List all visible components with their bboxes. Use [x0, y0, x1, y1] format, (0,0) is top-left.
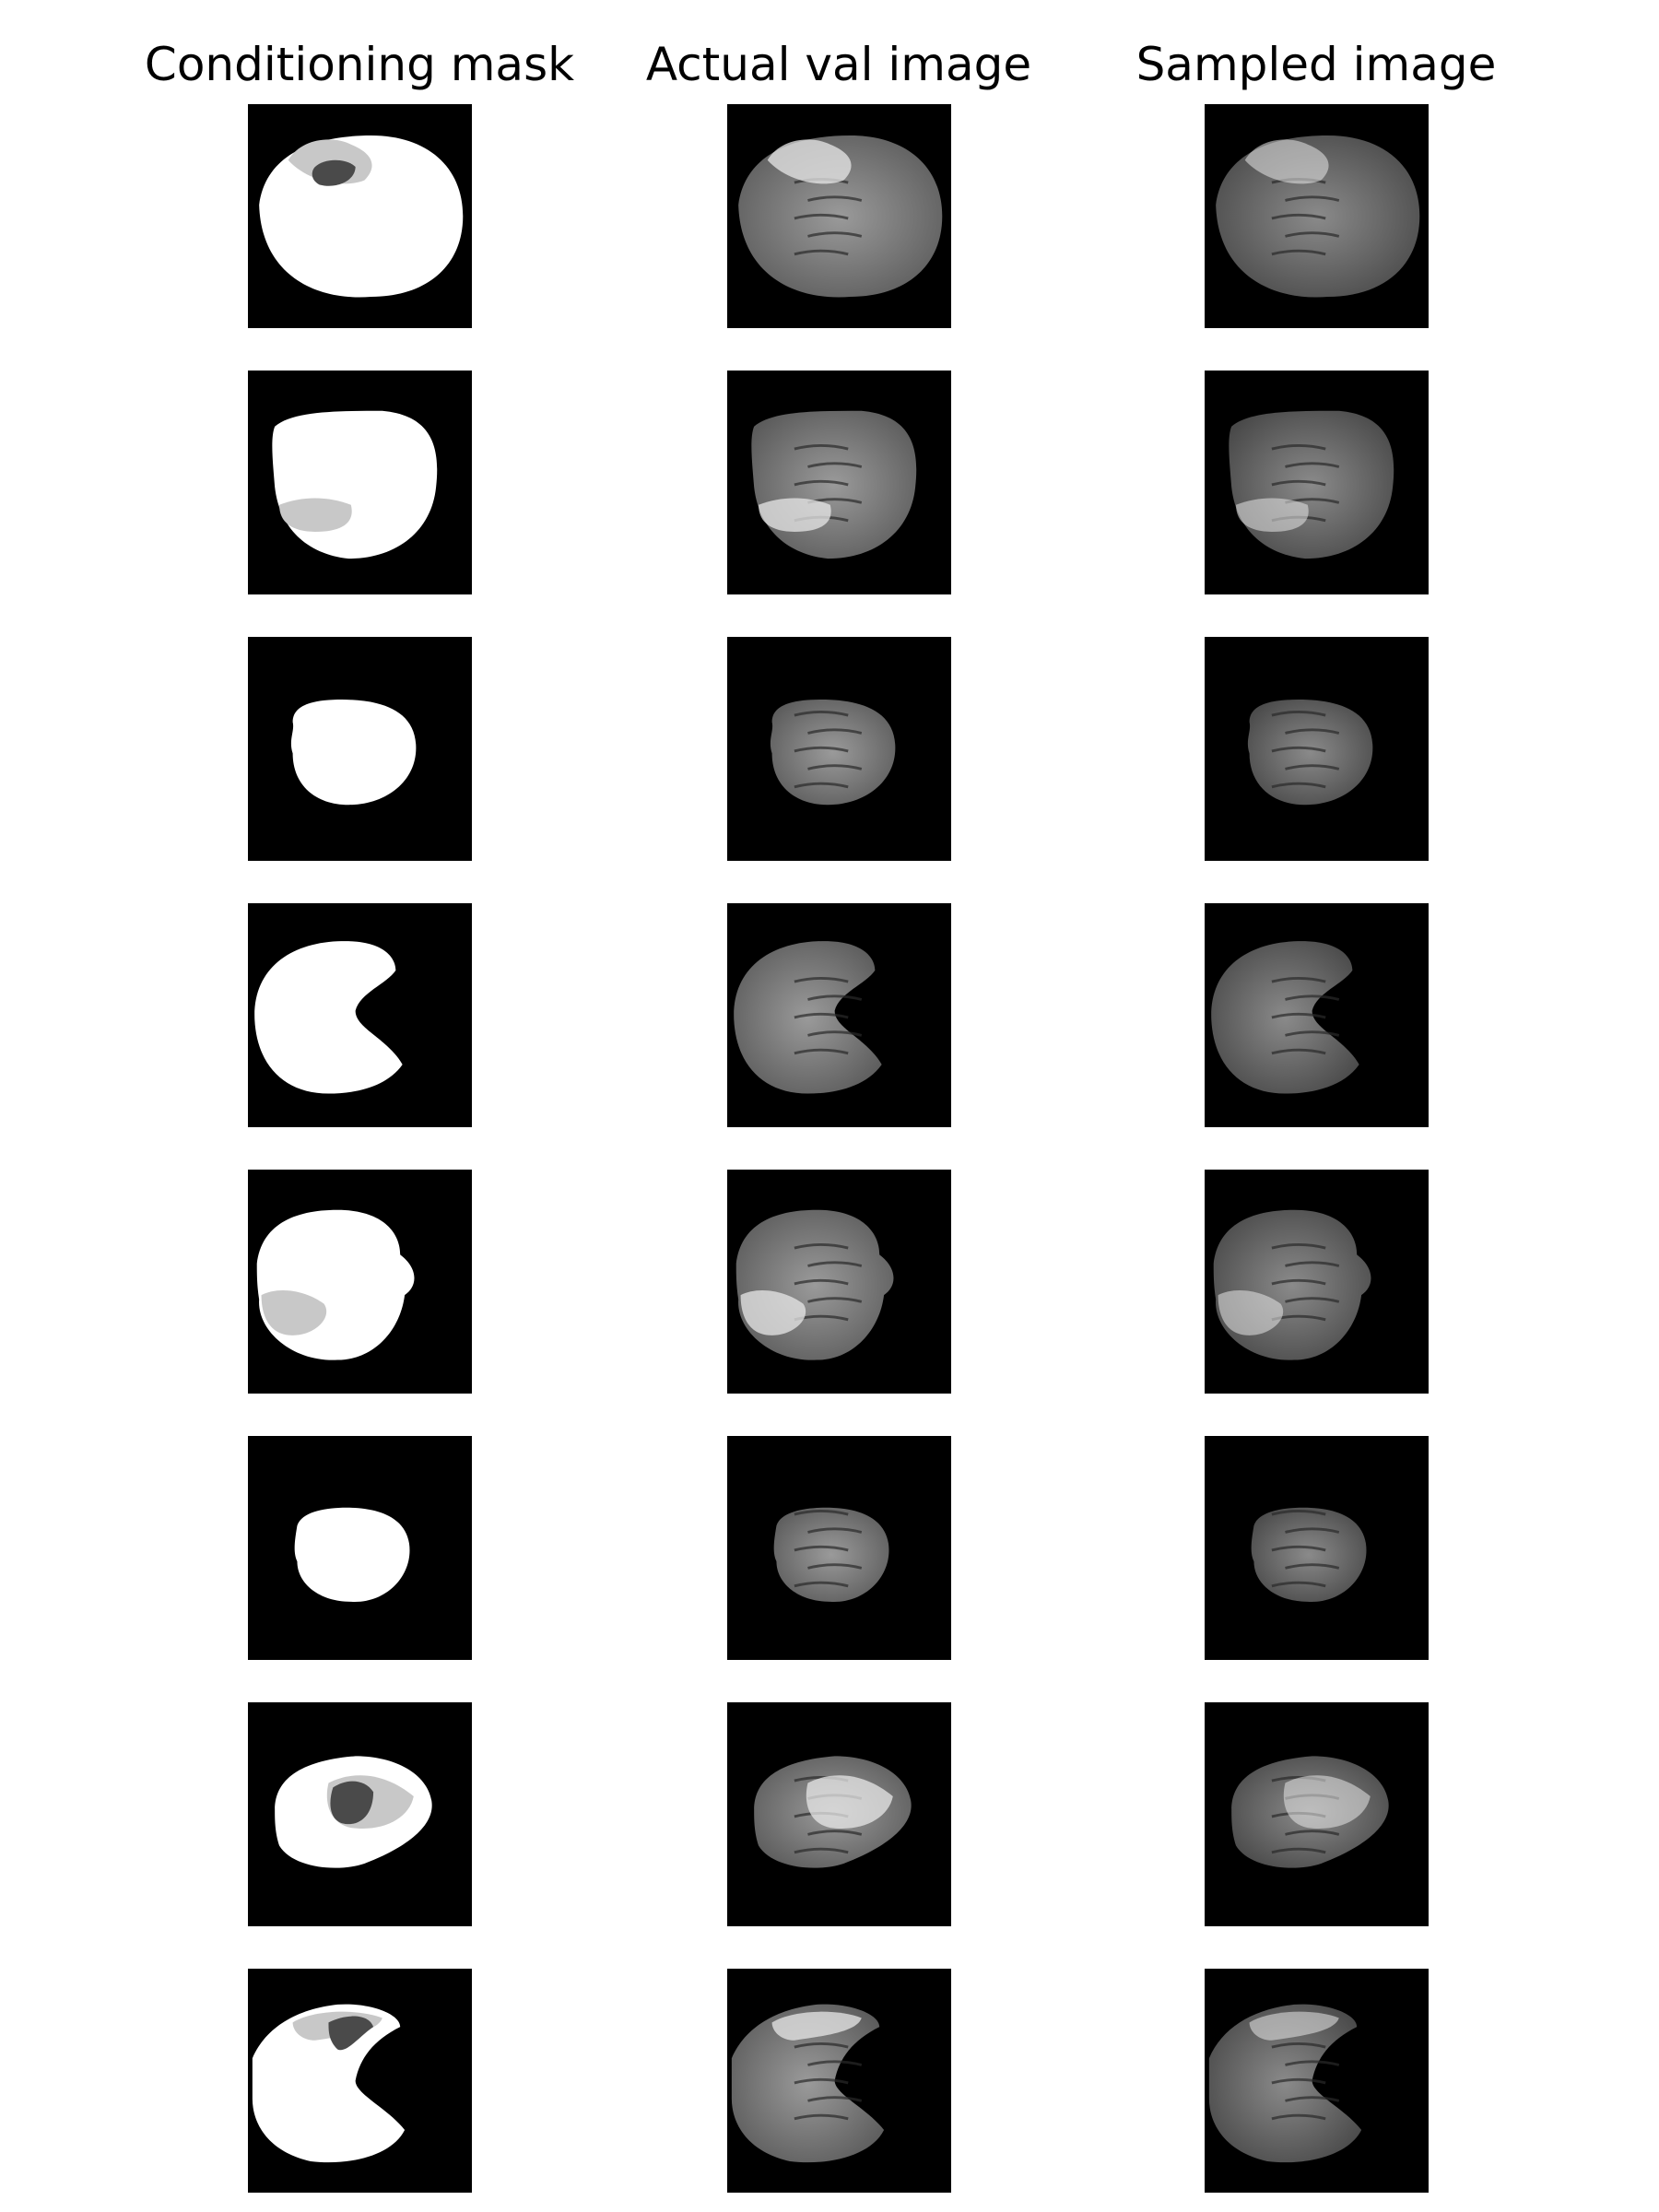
mask-tile-row-6: [248, 1436, 472, 1660]
sampled-image: [1205, 104, 1429, 328]
actual-tile-row-1: [727, 104, 951, 328]
sampled-image: [1205, 903, 1429, 1127]
actual-tile-row-7: [727, 1702, 951, 1926]
mask-tile-row-5: [248, 1170, 472, 1394]
sampled-image: [1205, 1702, 1429, 1926]
sampled-tile-row-1: [1205, 104, 1429, 328]
mask-tile-row-3: [248, 637, 472, 861]
mask-tile-row-8: [248, 1969, 472, 2193]
mask-image: [248, 637, 472, 861]
sampled-tile-row-6: [1205, 1436, 1429, 1660]
sampled-tile-row-7: [1205, 1702, 1429, 1926]
actual-image: [727, 637, 951, 861]
sampled-image: [1205, 371, 1429, 594]
sampled-tile-row-4: [1205, 903, 1429, 1127]
sampled-image: [1205, 1170, 1429, 1394]
actual-image: [727, 1702, 951, 1926]
sampled-image: [1205, 1436, 1429, 1660]
sampled-tile-row-2: [1205, 371, 1429, 594]
sampled-image: [1205, 1969, 1429, 2193]
mask-tile-row-1: [248, 104, 472, 328]
actual-image: [727, 1170, 951, 1394]
mask-tile-row-2: [248, 371, 472, 594]
actual-image: [727, 1969, 951, 2193]
mask-tile-row-7: [248, 1702, 472, 1926]
mask-image: [248, 903, 472, 1127]
actual-tile-row-3: [727, 637, 951, 861]
sampled-tile-row-5: [1205, 1170, 1429, 1394]
actual-image: [727, 903, 951, 1127]
actual-tile-row-5: [727, 1170, 951, 1394]
column-title-conditioning-mask: Conditioning mask: [144, 38, 575, 91]
mask-image: [248, 371, 472, 594]
actual-tile-row-2: [727, 371, 951, 594]
mask-image: [248, 1969, 472, 2193]
mask-tile-row-4: [248, 903, 472, 1127]
actual-tile-row-4: [727, 903, 951, 1127]
actual-image: [727, 371, 951, 594]
sampled-image: [1205, 637, 1429, 861]
sampled-tile-row-3: [1205, 637, 1429, 861]
column-title-actual-val-image: Actual val image: [645, 38, 1032, 91]
actual-tile-row-6: [727, 1436, 951, 1660]
actual-image: [727, 1436, 951, 1660]
mask-image: [248, 1170, 472, 1394]
sampled-tile-row-8: [1205, 1969, 1429, 2193]
mask-image: [248, 1436, 472, 1660]
actual-tile-row-8: [727, 1969, 951, 2193]
mask-image: [248, 104, 472, 328]
mask-image: [248, 1702, 472, 1926]
column-title-sampled-image: Sampled image: [1135, 38, 1497, 91]
actual-image: [727, 104, 951, 328]
